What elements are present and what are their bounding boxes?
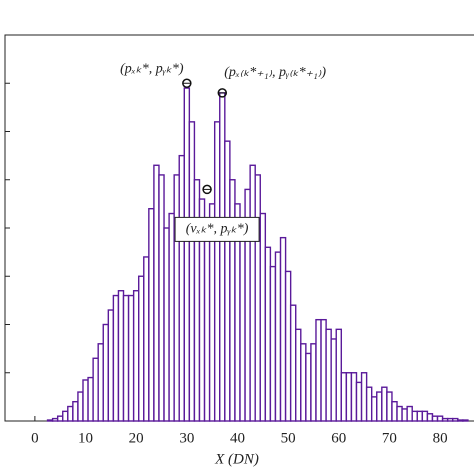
bar xyxy=(401,408,408,422)
bar xyxy=(188,121,196,422)
bar xyxy=(340,372,348,422)
bar xyxy=(457,419,464,422)
bar xyxy=(355,381,363,422)
bar xyxy=(310,343,317,422)
bar xyxy=(117,290,125,422)
bar xyxy=(97,343,104,422)
bar xyxy=(254,174,261,422)
x-tick-label: 50 xyxy=(281,430,296,446)
annotation-label: (vₓₖ*, pᵧₖ*) xyxy=(186,222,249,237)
bar xyxy=(330,338,337,422)
bar xyxy=(173,174,180,422)
annotation-label: (pₓₖ*, pᵧₖ*) xyxy=(120,61,184,76)
bar xyxy=(77,391,84,422)
bar xyxy=(203,217,211,422)
bar xyxy=(376,391,383,422)
bar xyxy=(107,309,115,422)
bar xyxy=(67,405,74,422)
bar xyxy=(320,318,327,422)
bar xyxy=(462,419,469,422)
bar xyxy=(325,328,332,422)
bar xyxy=(295,328,302,422)
bar xyxy=(269,265,277,422)
bar xyxy=(163,227,170,422)
bar xyxy=(360,372,368,422)
bar xyxy=(305,352,312,422)
bar xyxy=(289,304,297,422)
bar xyxy=(127,294,135,422)
bar xyxy=(416,410,424,422)
bar xyxy=(158,174,165,422)
bar xyxy=(112,294,120,422)
bar xyxy=(396,405,403,422)
bar xyxy=(138,275,145,422)
bar xyxy=(122,294,130,422)
bar xyxy=(279,236,287,422)
bar xyxy=(365,386,373,422)
bar xyxy=(441,417,449,422)
annotation-box xyxy=(174,216,260,242)
bar xyxy=(224,140,231,422)
bar xyxy=(421,410,429,422)
bar xyxy=(239,236,246,422)
bar xyxy=(46,419,54,422)
bar xyxy=(300,343,307,422)
bar xyxy=(436,415,444,422)
bar xyxy=(183,87,191,422)
bar xyxy=(452,417,459,422)
bar xyxy=(82,379,89,422)
bar xyxy=(411,410,418,422)
bar xyxy=(102,323,110,422)
x-tick-label: 70 xyxy=(382,430,397,446)
bar xyxy=(143,256,150,422)
x-tick-label: 40 xyxy=(230,430,245,446)
bar xyxy=(431,415,439,422)
annotation-label: (pₓ₍ₖ*₊₁₎, pᵧ₍ₖ*₊₁₎) xyxy=(224,65,326,80)
bar xyxy=(219,92,226,422)
bar xyxy=(386,391,393,422)
x-tick-label: 0 xyxy=(31,430,39,446)
x-axis-label: X (DN) xyxy=(214,451,259,467)
bar xyxy=(51,417,59,422)
bar xyxy=(264,246,272,422)
x-tick-label: 60 xyxy=(331,430,346,446)
x-tick-label: 10 xyxy=(78,430,93,446)
bar xyxy=(446,417,454,422)
bar xyxy=(62,410,69,422)
bar xyxy=(381,386,388,422)
bar xyxy=(259,212,267,422)
bar xyxy=(315,318,322,422)
bar xyxy=(132,290,140,422)
bar xyxy=(370,396,378,422)
bar xyxy=(249,164,256,422)
bar xyxy=(426,413,434,422)
bar xyxy=(148,207,155,422)
bar xyxy=(391,401,398,422)
x-tick-label: 30 xyxy=(179,430,194,446)
bar xyxy=(345,372,353,422)
bar xyxy=(72,401,79,422)
bar xyxy=(229,179,236,422)
bar xyxy=(168,212,175,422)
bar xyxy=(406,405,413,422)
x-tick-label: 80 xyxy=(433,430,448,446)
bar xyxy=(274,251,282,422)
bar xyxy=(213,121,221,422)
bar xyxy=(92,357,99,422)
bar xyxy=(56,415,64,422)
bar xyxy=(284,270,292,422)
bar xyxy=(350,372,358,422)
bar xyxy=(87,376,94,422)
bar xyxy=(193,179,201,422)
bar xyxy=(335,328,343,422)
bar xyxy=(153,164,160,422)
bar xyxy=(178,154,185,422)
x-tick-label: 20 xyxy=(129,430,144,446)
